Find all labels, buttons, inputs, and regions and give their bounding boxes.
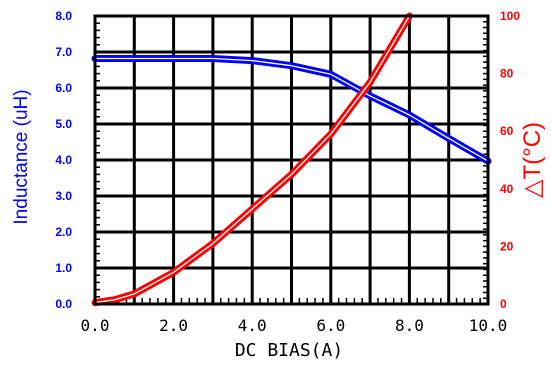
x-tick-label: 6.0 [316, 316, 345, 335]
x-tick-label: 0.0 [81, 316, 110, 335]
x-tick-label: 4.0 [238, 316, 267, 335]
right-tick-label: 80 [500, 67, 514, 81]
right-tick-label: 0 [500, 297, 507, 311]
temperature-rise-line-highlight [94, 15, 411, 304]
plot-frame [93, 14, 490, 306]
x-tick-label: 10.0 [469, 316, 508, 335]
left-tick-label: 4.0 [55, 153, 72, 167]
series-lines [91, 12, 492, 307]
left-tick-label: 8.0 [55, 9, 72, 23]
left-tick-label: 3.0 [55, 189, 72, 203]
inductance-line-highlight [94, 57, 489, 162]
x-tick-label: 8.0 [395, 316, 424, 335]
left-tick-label: 2.0 [55, 225, 72, 239]
left-tick-label: 6.0 [55, 81, 72, 95]
x-tick-label: 2.0 [159, 316, 188, 335]
left-axis-label: Inductance (uH) [11, 89, 32, 224]
tick-labels: 0.0 2.0 4.0 6.0 8.0 10.0 0.0 1.0 2.0 3.0 4.0 5.0 6.0… [55, 9, 520, 335]
left-tick-label: 1.0 [55, 261, 72, 275]
left-tick-label: 5.0 [55, 117, 72, 131]
right-tick-label: 40 [500, 182, 514, 196]
right-tick-label: 20 [500, 239, 514, 253]
left-tick-label: 7.0 [55, 45, 72, 59]
right-tick-label: 60 [500, 124, 514, 138]
right-axis-label: △T(°C) [519, 122, 546, 198]
x-axis-label: DC BIAS(A) [235, 340, 343, 361]
right-tick-label: 100 [500, 9, 520, 23]
left-tick-label: 0.0 [55, 297, 72, 311]
